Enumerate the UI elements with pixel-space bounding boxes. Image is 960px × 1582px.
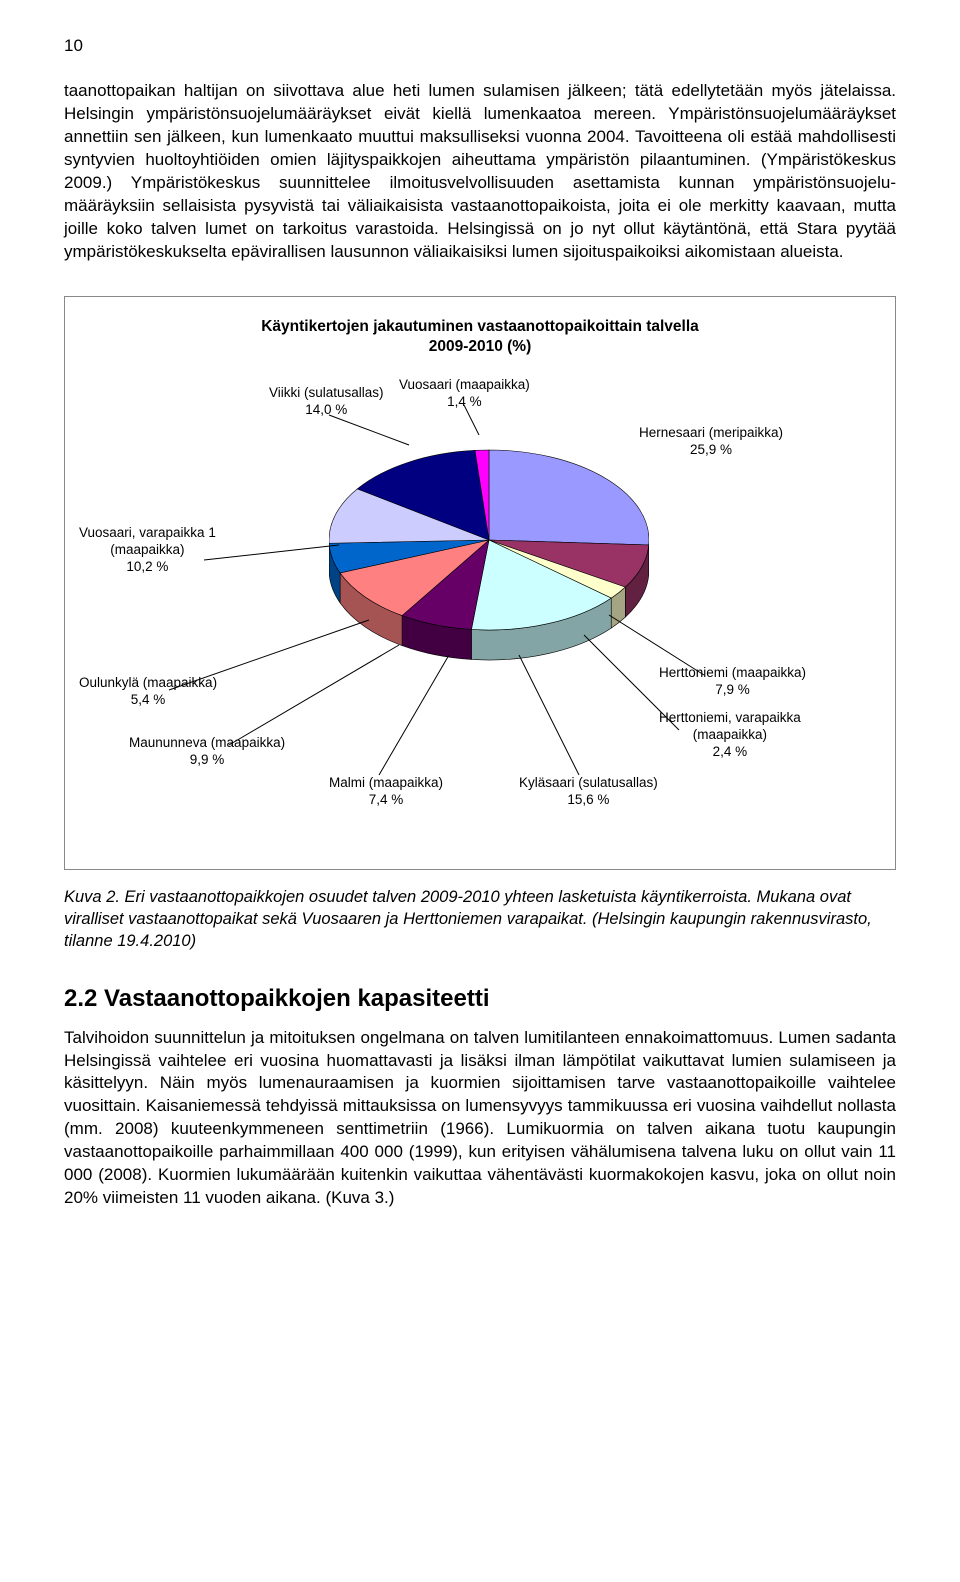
chart-title-line1: Käyntikertojen jakautuminen vastaanottop… <box>261 318 699 335</box>
label-hernesaari: Hernesaari (meripaikka) 25,9 % <box>639 425 783 459</box>
label-viikki: Viikki (sulatusallas) 14,0 % <box>269 385 384 419</box>
paragraph-1: taanottopaikan haltijan on siivottava al… <box>64 80 896 264</box>
chart-container: Käyntikertojen jakautuminen vastaanottop… <box>64 296 896 870</box>
section-heading: 2.2 Vastaanottopaikkojen kapasiteetti <box>64 985 896 1013</box>
paragraph-2: Talvihoidon suunnittelun ja mitoituksen … <box>64 1027 896 1211</box>
chart-title-line2: 2009-2010 (%) <box>429 338 532 355</box>
label-herttoniemi: Herttoniemi (maapaikka) 7,9 % <box>659 665 806 699</box>
chart-area: Vuosaari (maapaikka) 1,4 % Viikki (sulat… <box>79 365 881 845</box>
document-page: 10 taanottopaikan haltijan on siivottava… <box>0 0 960 1290</box>
chart-title: Käyntikertojen jakautuminen vastaanottop… <box>79 317 881 357</box>
label-vuosaari-maa: Vuosaari (maapaikka) 1,4 % <box>399 377 530 411</box>
label-herttoniemi-vara: Herttoniemi, varapaikka (maapaikka) 2,4 … <box>659 710 801 761</box>
chart-caption: Kuva 2. Eri vastaanottopaikkojen osuudet… <box>64 886 896 953</box>
label-maununneva: Maununneva (maapaikka) 9,9 % <box>129 735 285 769</box>
label-malmi: Malmi (maapaikka) 7,4 % <box>329 775 443 809</box>
pie-chart-icon <box>329 425 649 685</box>
page-number: 10 <box>64 36 896 56</box>
label-vuosaari-vara: Vuosaari, varapaikka 1 (maapaikka) 10,2 … <box>79 525 216 576</box>
label-oulunkyla: Oulunkylä (maapaikka) 5,4 % <box>79 675 217 709</box>
label-kylasaari: Kyläsaari (sulatusallas) 15,6 % <box>519 775 658 809</box>
